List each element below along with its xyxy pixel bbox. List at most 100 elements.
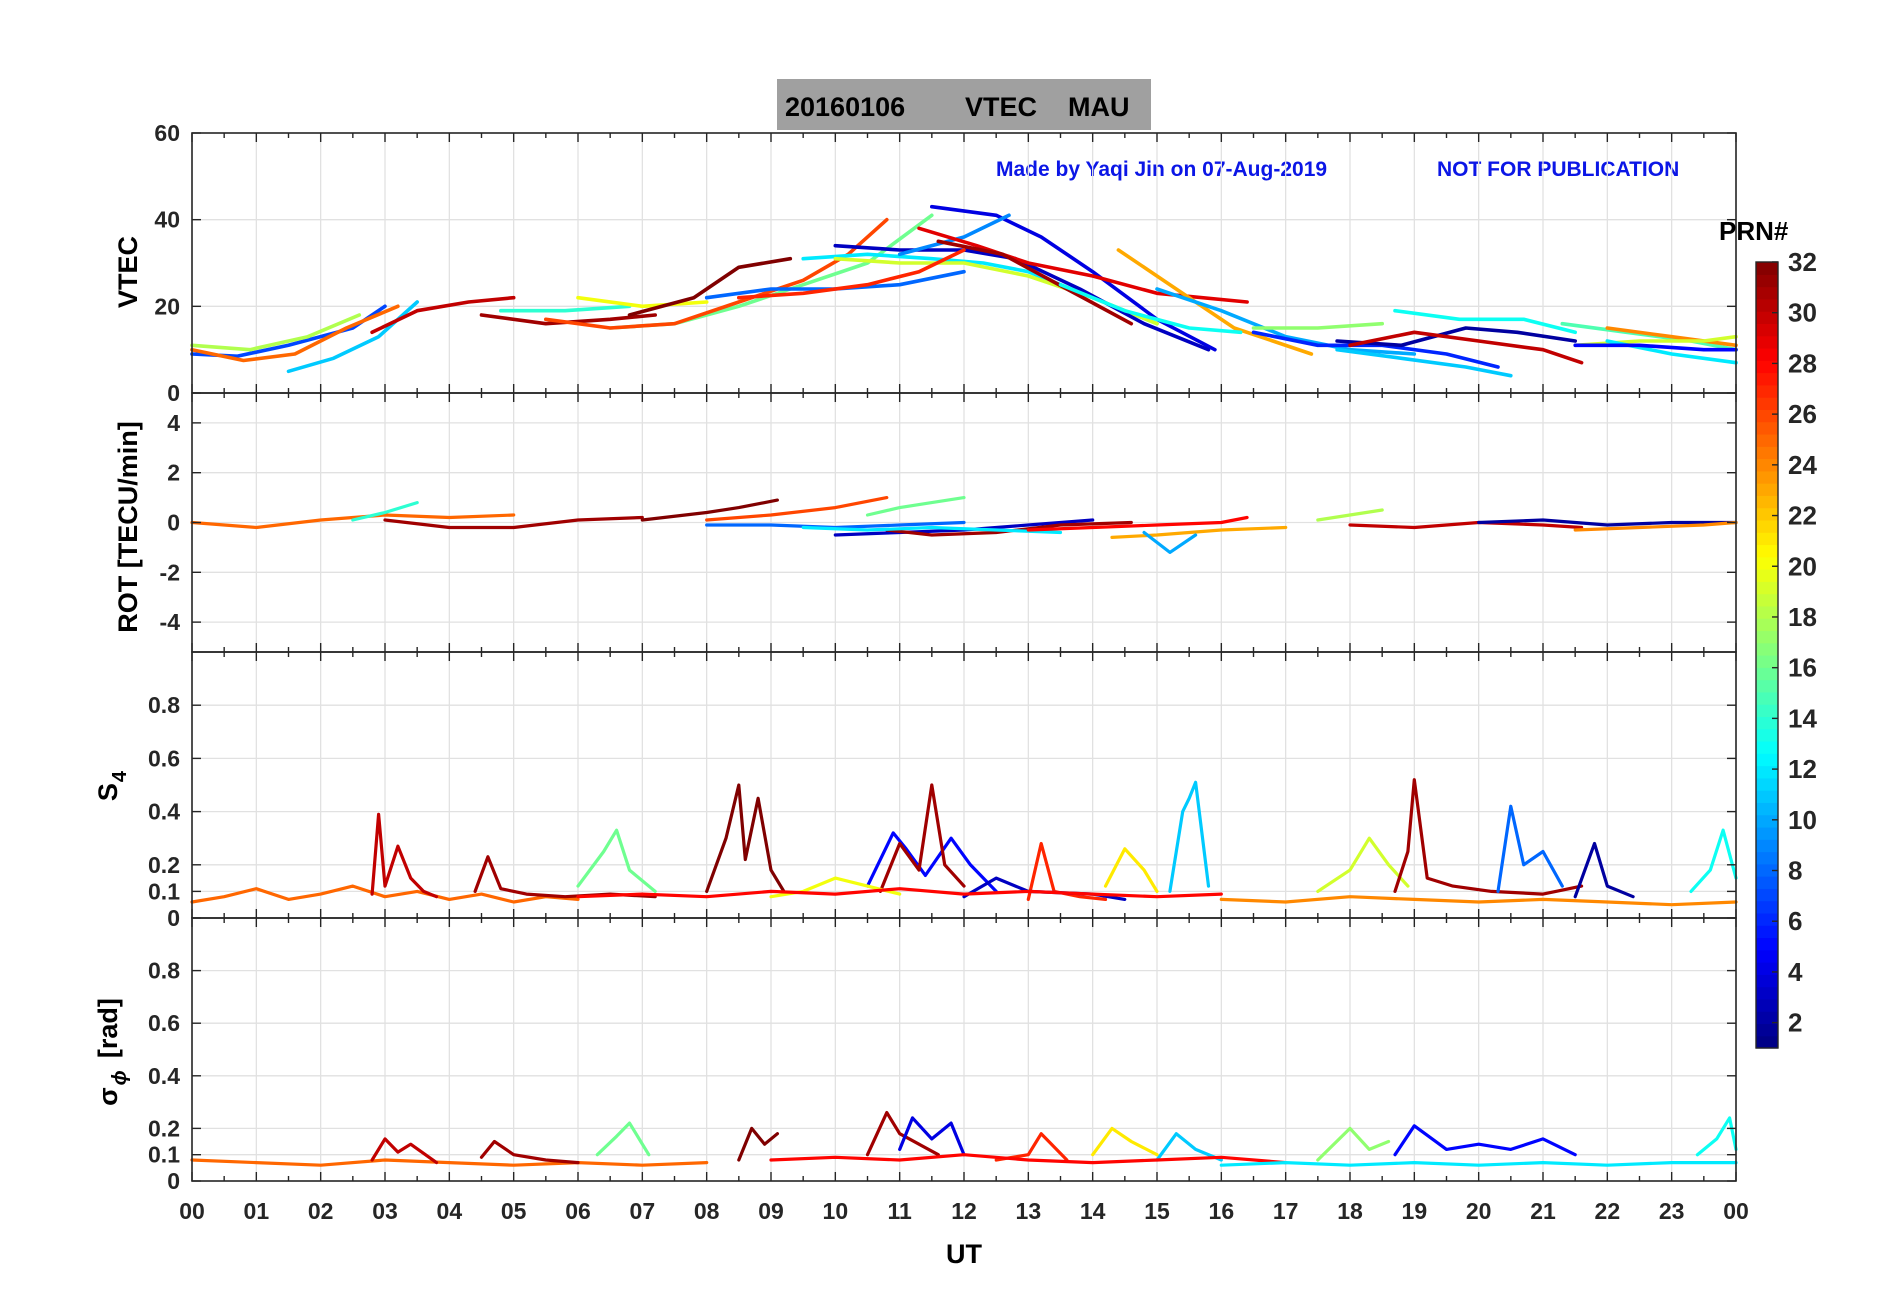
colorbar-segment: [1756, 347, 1778, 361]
trace-prn-19: [833, 256, 1159, 326]
trace-prn-10: [1142, 530, 1198, 555]
x-tick-label: 22: [1595, 1198, 1621, 1224]
colorbar-segment: [1756, 618, 1778, 632]
trace-prn-12: [1219, 1160, 1738, 1167]
title-box: [777, 79, 1151, 130]
sigma-ylabel-sub: ϕ: [109, 1070, 131, 1085]
trace-prn-27: [994, 1132, 1069, 1162]
x-tick-label: 01: [244, 1198, 270, 1224]
x-tick-label: 10: [823, 1198, 849, 1224]
colorbar-segment: [1756, 642, 1778, 656]
x-tick-label: 21: [1530, 1198, 1556, 1224]
trace-prn-21: [1103, 847, 1159, 894]
trace-prn-11: [1155, 1132, 1223, 1162]
colorbar-segment: [1756, 446, 1778, 460]
y-tick-label: 0: [167, 1168, 180, 1194]
colorbar-segment: [1756, 691, 1778, 705]
colorbar-segment: [1756, 986, 1778, 1000]
trace-prn-20: [576, 295, 709, 309]
trace-prn-25: [190, 304, 400, 363]
y-tick-label: 0.4: [148, 1063, 180, 1089]
colorbar-segment: [1756, 1023, 1778, 1037]
x-tick-label: 00: [1723, 1198, 1749, 1224]
trace-prn-25: [190, 513, 516, 530]
y-tick-label: 0.1: [148, 878, 180, 904]
x-tick-label: 03: [372, 1198, 398, 1224]
x-tick-label: 11: [888, 1198, 913, 1224]
trace-prn-32: [705, 783, 786, 894]
trace-prn-24: [1605, 326, 1738, 348]
y-tick-label: 0.6: [148, 745, 180, 771]
trace-prn-25: [190, 884, 580, 904]
x-tick-label: 14: [1080, 1198, 1106, 1224]
colorbar-segment: [1756, 372, 1778, 386]
trace-prn-13: [1058, 282, 1243, 335]
y-tick-label: 0.2: [148, 1115, 180, 1141]
colorbar-segment: [1756, 679, 1778, 693]
trace-prn-18: [190, 313, 362, 352]
colorbar-segment: [1756, 716, 1778, 730]
x-tick-label: 05: [501, 1198, 527, 1224]
trace-prn-31: [383, 515, 644, 530]
trace-prn-23: [1116, 248, 1314, 356]
trace-prn-2: [1335, 326, 1577, 348]
colorbar-segment: [1756, 912, 1778, 926]
colorbar-segment: [1756, 863, 1778, 877]
trace-prn-13: [1695, 1116, 1738, 1157]
trace-prn-30: [1348, 520, 1584, 530]
trace-prn-31: [1393, 778, 1584, 896]
colorbar-tick-label: 6: [1788, 906, 1802, 936]
trace-prn-5: [865, 831, 998, 894]
trace-prn-24: [1573, 520, 1738, 532]
colorbar-tick-label: 4: [1788, 957, 1803, 987]
colorbar-segment: [1756, 507, 1778, 521]
x-tick-label: 23: [1659, 1198, 1685, 1224]
trace-prn-32: [640, 498, 780, 522]
colorbar-tick-label: 32: [1788, 247, 1817, 277]
trace-prn-28: [576, 887, 1223, 899]
trace-prn-17: [1251, 321, 1384, 330]
colorbar-segment: [1756, 753, 1778, 767]
trace-prn-28: [769, 1153, 1288, 1165]
trace-prn-16: [595, 1121, 651, 1157]
trace-prn-24: [1219, 895, 1738, 907]
trace-prn-30: [370, 812, 439, 899]
colorbar-segment: [1756, 323, 1778, 337]
colorbar-segment: [1756, 532, 1778, 546]
colorbar-segment: [1756, 728, 1778, 742]
trace-prn-16: [576, 828, 657, 894]
trace-prn-31: [885, 520, 1133, 537]
trace-prn-14: [498, 304, 632, 313]
colorbar-segment: [1756, 655, 1778, 668]
x-tick-label: 08: [694, 1198, 720, 1224]
x-tick-label: 17: [1273, 1198, 1299, 1224]
trace-prn-27: [736, 248, 966, 300]
y-tick-label: 0: [167, 510, 180, 536]
colorbar-segment: [1756, 667, 1778, 681]
trace-prn-11: [1335, 347, 1513, 378]
colorbar-segment: [1756, 262, 1778, 275]
x-tick-label: 02: [308, 1198, 334, 1224]
trace-prn-17: [1316, 1126, 1391, 1162]
x-tick-label: 12: [951, 1198, 977, 1224]
trace-prn-26: [705, 496, 889, 522]
title-date: 20160106: [785, 92, 905, 122]
colorbar-tick-label: 22: [1788, 501, 1817, 531]
trace-prn-11: [1168, 780, 1211, 894]
trace-prn-19: [1316, 836, 1410, 894]
colorbar-tick-label: 30: [1788, 298, 1817, 328]
trace-prn-18: [1316, 508, 1384, 522]
x-tick-label: 19: [1402, 1198, 1428, 1224]
y-tick-label: 0.8: [148, 958, 180, 984]
colorbar-segment: [1756, 962, 1778, 975]
title-quantity: VTEC: [965, 92, 1037, 122]
trace-prn-3: [962, 876, 1127, 902]
x-tick-label: 06: [565, 1198, 591, 1224]
trace-prn-14: [351, 501, 419, 522]
trace-prn-2: [1477, 518, 1738, 527]
colorbar-label: PRN#: [1719, 216, 1789, 246]
y-tick-label: 40: [154, 207, 180, 233]
colorbar-segment: [1756, 581, 1778, 595]
colorbar-frame: [1755, 261, 1779, 1049]
trace-prn-19: [1573, 334, 1738, 348]
